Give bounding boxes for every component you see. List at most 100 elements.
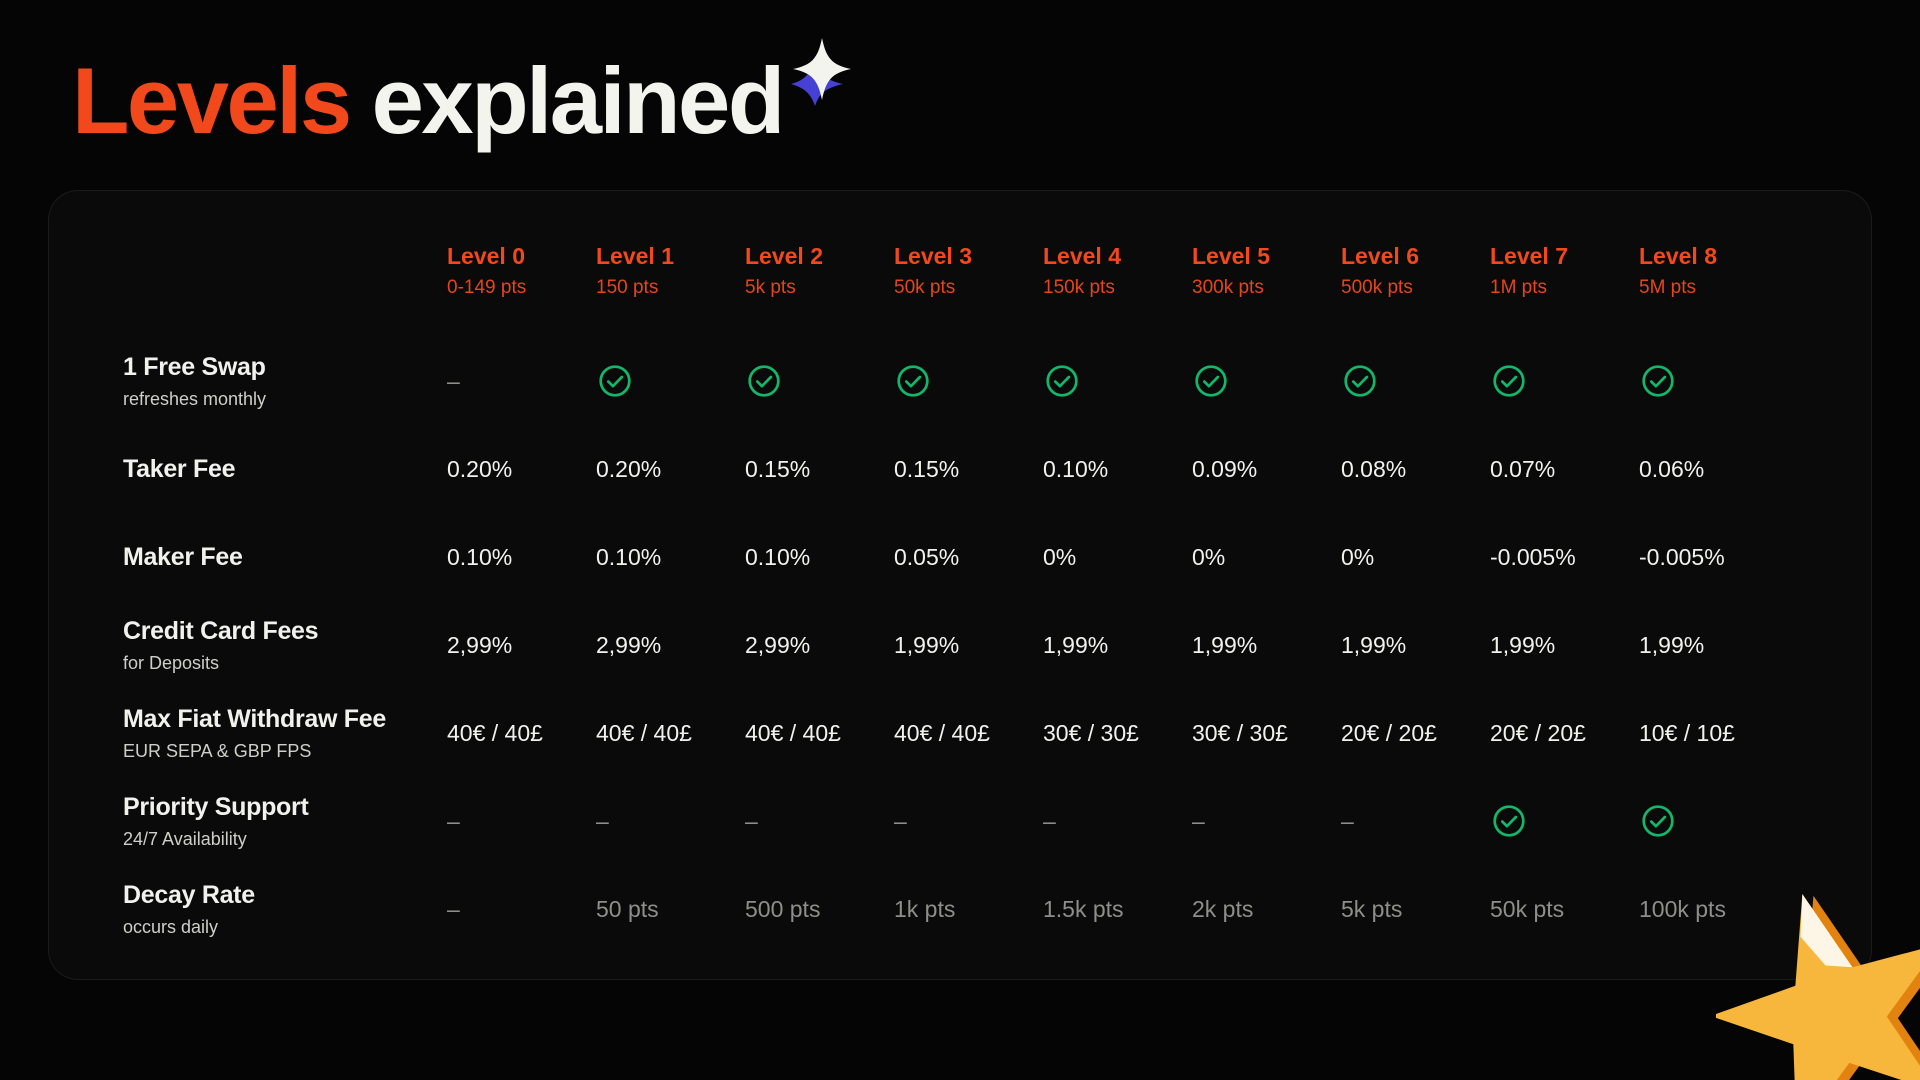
cell-value: 40€ / 40£ [894, 719, 990, 746]
level-name: Level 7 [1490, 243, 1568, 269]
cell-value: 0.10% [1043, 455, 1109, 482]
cell-value: 2,99% [745, 631, 811, 658]
cell-value: 100k pts [1639, 895, 1726, 922]
table-row-credit-card-fees: Credit Card Fees for Deposits 2,99% 2,99… [123, 601, 1871, 689]
cell-value: 2,99% [596, 631, 662, 658]
cell-value [745, 364, 894, 398]
cell-value [1639, 804, 1788, 838]
cell-value: – [745, 807, 758, 834]
check-circle-icon [1046, 365, 1078, 397]
cell-value [1639, 364, 1788, 398]
level-header-7: Level 7 1M pts [1490, 243, 1639, 299]
cell-value: 40€ / 40£ [447, 719, 543, 746]
level-points: 5k pts [745, 277, 796, 298]
cell-value: 20€ / 20£ [1490, 719, 1586, 746]
level-points: 150k pts [1043, 277, 1115, 298]
level-header-8: Level 8 5M pts [1639, 243, 1788, 299]
row-label-cell: Decay Rate occurs daily [123, 881, 447, 938]
cell-value: 1k pts [894, 895, 956, 922]
cell-value [1341, 364, 1490, 398]
row-sublabel: EUR SEPA & GBP FPS [123, 740, 312, 761]
row-label: Decay Rate [123, 880, 255, 909]
cell-value: 0.09% [1192, 455, 1258, 482]
check-circle-icon [897, 365, 929, 397]
row-label: Credit Card Fees [123, 616, 319, 645]
page-title: Levels explained [72, 51, 785, 151]
row-label-cell: Max Fiat Withdraw Fee EUR SEPA & GBP FPS [123, 705, 447, 762]
table-row-decay-rate: Decay Rate occurs daily – 50 pts 500 pts… [123, 865, 1871, 953]
cell-value: – [1341, 807, 1354, 834]
row-sublabel: refreshes monthly [123, 388, 267, 409]
level-points: 0-149 pts [447, 277, 527, 298]
cell-value: 0.08% [1341, 455, 1407, 482]
cell-value: 1,99% [1639, 631, 1705, 658]
cell-value: – [596, 807, 609, 834]
table-row-priority-support: Priority Support 24/7 Availability – – –… [123, 777, 1871, 865]
level-name: Level 8 [1639, 243, 1717, 269]
row-label-cell: Taker Fee [123, 455, 447, 484]
cell-value: 30€ / 30£ [1192, 719, 1288, 746]
cell-value: 5k pts [1341, 895, 1403, 922]
cell-value: 40€ / 40£ [745, 719, 841, 746]
row-label-cell: Maker Fee [123, 543, 447, 572]
check-circle-icon [1195, 365, 1227, 397]
check-circle-icon [748, 365, 780, 397]
cell-value: 1,99% [1043, 631, 1109, 658]
row-label-cell: Priority Support 24/7 Availability [123, 793, 447, 850]
cell-value: 30€ / 30£ [1043, 719, 1139, 746]
cell-value: 500 pts [745, 895, 821, 922]
cell-value: – [894, 807, 907, 834]
row-label-cell: Credit Card Fees for Deposits [123, 617, 447, 674]
cell-value: – [1192, 807, 1205, 834]
row-label-cell: 1 Free Swap refreshes monthly [123, 353, 447, 410]
cell-value: -0.005% [1490, 543, 1576, 570]
check-circle-icon [1493, 365, 1525, 397]
row-sublabel: 24/7 Availability [123, 828, 247, 849]
cell-value: 1.5k pts [1043, 895, 1124, 922]
table-row-free-swap: 1 Free Swap refreshes monthly – [123, 337, 1871, 425]
level-header-1: Level 1 150 pts [596, 243, 745, 299]
row-label: Maker Fee [123, 542, 243, 571]
cell-value [1192, 364, 1341, 398]
cell-value: 50k pts [1490, 895, 1565, 922]
table-header-row: Level 0 0-149 pts Level 1 150 pts Level … [123, 243, 1871, 337]
cell-value: 0.10% [447, 543, 513, 570]
check-circle-icon [1493, 805, 1525, 837]
check-circle-icon [1642, 365, 1674, 397]
level-header-2: Level 2 5k pts [745, 243, 894, 299]
cell-value: 0.20% [447, 455, 513, 482]
check-circle-icon [599, 365, 631, 397]
row-sublabel: occurs daily [123, 916, 219, 937]
level-name: Level 4 [1043, 243, 1121, 269]
cell-value: 0.15% [894, 455, 960, 482]
level-header-4: Level 4 150k pts [1043, 243, 1192, 299]
level-points: 300k pts [1192, 277, 1264, 298]
cell-value [596, 364, 745, 398]
cell-value: 1,99% [894, 631, 960, 658]
level-header-6: Level 6 500k pts [1341, 243, 1490, 299]
cell-value: 0% [1043, 543, 1077, 570]
level-points: 150 pts [596, 277, 659, 298]
row-label: Priority Support [123, 792, 309, 821]
cell-value: 40€ / 40£ [596, 719, 692, 746]
levels-table-card: Level 0 0-149 pts Level 1 150 pts Level … [48, 190, 1872, 980]
level-name: Level 0 [447, 243, 525, 269]
cell-value: 0.15% [745, 455, 811, 482]
level-name: Level 1 [596, 243, 674, 269]
cell-value: – [1043, 807, 1056, 834]
cell-value: 0.20% [596, 455, 662, 482]
cell-value [1043, 364, 1192, 398]
cell-value: 1,99% [1341, 631, 1407, 658]
level-name: Level 6 [1341, 243, 1419, 269]
cell-value [1490, 804, 1639, 838]
page-header: Levels explained [72, 38, 853, 151]
cell-value: 2,99% [447, 631, 513, 658]
level-header-3: Level 3 50k pts [894, 243, 1043, 299]
check-circle-icon [1642, 805, 1674, 837]
cell-value: 50 pts [596, 895, 659, 922]
cell-value: – [447, 367, 460, 394]
cell-value: 0.10% [596, 543, 662, 570]
cell-value: 0% [1192, 543, 1226, 570]
level-points: 50k pts [894, 277, 956, 298]
